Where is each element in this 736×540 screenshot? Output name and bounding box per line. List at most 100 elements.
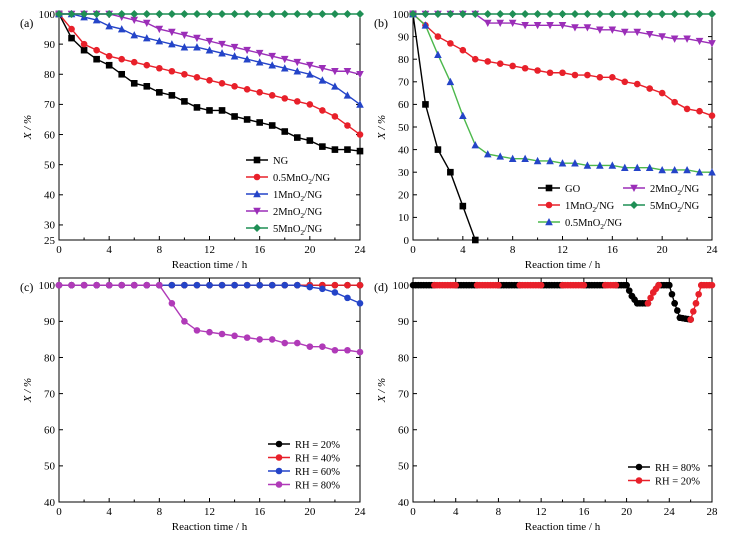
data-point	[306, 137, 314, 144]
data-point	[80, 281, 88, 289]
y-tick-label: 80	[398, 54, 410, 66]
x-tick-label: 24	[355, 506, 367, 518]
data-point	[343, 10, 352, 18]
data-point	[496, 152, 505, 160]
data-point	[658, 10, 667, 18]
data-point	[268, 10, 277, 18]
y-tick-label: 25	[44, 235, 56, 247]
data-point	[130, 58, 138, 66]
data-point	[570, 10, 579, 18]
data-point	[596, 26, 604, 34]
legend-marker	[545, 184, 553, 192]
data-point	[421, 10, 430, 18]
data-point	[571, 71, 579, 79]
data-point	[280, 55, 289, 64]
data-point	[230, 10, 239, 18]
data-point	[318, 64, 327, 73]
y-tick-label: 70	[398, 388, 410, 400]
y-tick-label: 100	[39, 280, 56, 292]
data-point	[206, 107, 213, 114]
data-point	[422, 101, 429, 108]
data-point	[356, 131, 364, 138]
y-tick-label: 40	[44, 190, 56, 202]
data-point	[521, 22, 529, 30]
data-point	[495, 281, 502, 289]
data-point	[243, 55, 251, 63]
data-point	[306, 70, 314, 78]
data-point	[695, 168, 704, 176]
data-point	[118, 70, 126, 78]
data-point	[280, 64, 289, 72]
data-point	[623, 281, 630, 289]
data-point	[559, 69, 566, 77]
legend-label: 5MnO2/NG	[273, 224, 323, 237]
data-point	[708, 40, 716, 48]
x-tick-label: 8	[510, 244, 516, 256]
x-tick-label: 24	[355, 244, 367, 256]
y-tick-label: 50	[44, 159, 56, 171]
data-point	[483, 19, 492, 28]
data-point	[633, 80, 641, 88]
data-point	[670, 10, 679, 18]
data-point	[558, 10, 567, 18]
legend-label: 2MnO2/NG	[273, 207, 323, 220]
x-tick-label: 16	[578, 506, 590, 518]
x-tick-label: 24	[707, 244, 719, 256]
data-point	[695, 37, 704, 46]
data-point	[142, 10, 151, 18]
data-point	[68, 34, 75, 42]
data-point	[687, 316, 694, 323]
y-tick-label: 90	[398, 316, 410, 328]
data-point	[433, 10, 442, 18]
data-point	[344, 146, 351, 153]
data-point	[343, 91, 352, 99]
data-point	[533, 156, 542, 165]
chart-panel-d: 0 4 8 12 16 20 24 28 40 50 60 70 80 90 100 Reaction tim…	[374, 277, 718, 533]
legend-marker	[253, 173, 261, 181]
data-point	[218, 40, 226, 49]
data-point	[484, 58, 492, 65]
data-point	[595, 10, 604, 18]
data-point	[268, 336, 276, 343]
x-tick-label: 16	[254, 244, 266, 256]
x-axis-label: Reaction time / h	[525, 521, 601, 533]
legend-marker	[545, 201, 553, 209]
data-point	[331, 82, 339, 90]
data-point	[508, 19, 517, 28]
data-point	[434, 33, 442, 40]
legend: GO 1MnO2/NG 0.5MnO2/NG 2MnO2/NG 5MnO2/NG	[538, 184, 700, 231]
data-point	[534, 67, 541, 74]
data-point	[180, 31, 189, 40]
x-tick-label: 20	[304, 506, 316, 518]
y-tick-label: 60	[398, 99, 410, 111]
data-point	[434, 50, 442, 58]
series-4	[409, 10, 716, 18]
y-axis-label: X / %	[376, 378, 388, 403]
data-point	[230, 43, 239, 52]
data-point	[670, 165, 679, 174]
y-tick-label: 70	[398, 77, 410, 89]
legend-marker	[253, 207, 261, 215]
data-point	[331, 146, 339, 153]
legend-label: 0.5MnO2/NG	[565, 218, 623, 231]
data-point	[708, 281, 716, 289]
data-point	[156, 64, 163, 72]
data-point	[92, 16, 101, 24]
y-tick-label: 50	[398, 461, 410, 473]
data-point	[421, 21, 430, 29]
data-point	[446, 77, 455, 86]
data-point	[558, 22, 567, 30]
legend-marker	[275, 481, 283, 488]
x-tick-label: 4	[460, 244, 466, 256]
data-point	[193, 34, 201, 43]
data-point	[609, 73, 616, 81]
data-point	[67, 10, 76, 18]
y-tick-label: 70	[44, 99, 56, 111]
data-point	[596, 161, 604, 169]
data-point	[306, 101, 314, 108]
data-point	[168, 92, 176, 99]
x-tick-label: 8	[157, 506, 163, 518]
data-point	[130, 10, 139, 18]
legend-label: NG	[273, 156, 289, 167]
legend-label: GO	[565, 184, 581, 195]
